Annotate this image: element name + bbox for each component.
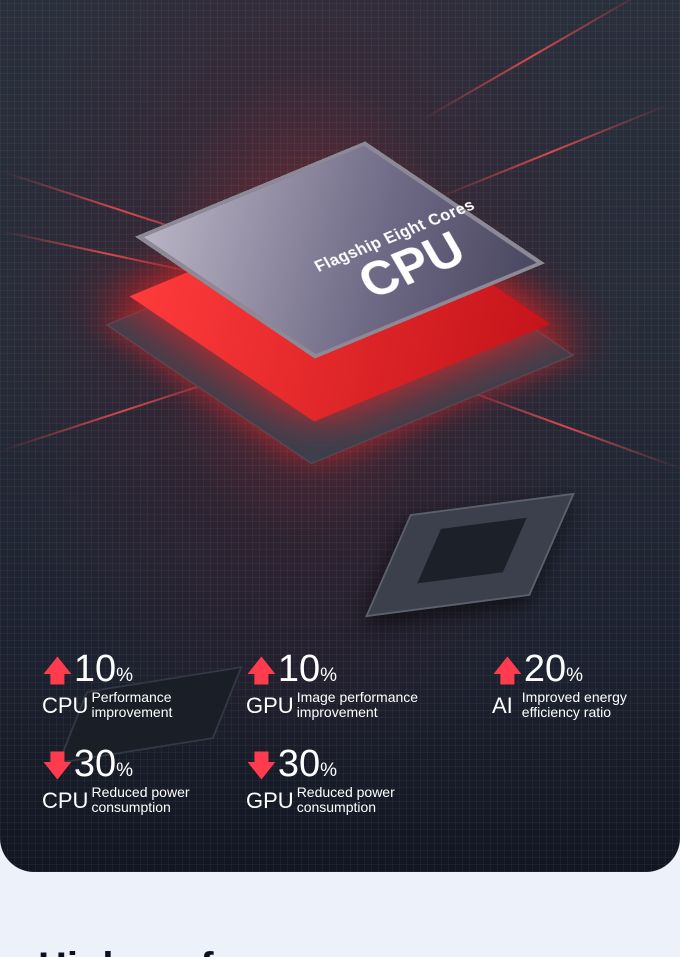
stat-label: Performance	[91, 689, 172, 705]
stat-label: efficiency ratio	[521, 704, 612, 720]
stat-value: 30	[73, 743, 117, 785]
stat-component: CPU	[42, 788, 89, 813]
stat-component: GPU	[246, 788, 294, 813]
stat-label: Reduced power	[296, 784, 395, 800]
stat-label: improvement	[91, 704, 173, 720]
stat-gpu-power: 🡇 30% GPU Reduced power consumption	[246, 745, 395, 815]
stat-value: 30	[277, 743, 321, 785]
stat-cpu-performance: 🡅 10% CPU Performance improvement	[42, 650, 172, 720]
stat-unit: %	[320, 665, 338, 686]
stat-component: GPU	[246, 693, 294, 718]
stat-ai-efficiency: 🡅 20% AI Improved energy efficiency ratio	[492, 650, 627, 720]
stat-unit: %	[116, 760, 134, 781]
arrow-down-icon: 🡇	[246, 750, 277, 783]
stat-unit: %	[320, 760, 338, 781]
stat-gpu-performance: 🡅 10% GPU Image performance improvement	[246, 650, 418, 720]
stat-label: consumption	[91, 799, 171, 815]
stat-component: AI	[492, 693, 513, 718]
arrow-up-icon: 🡅	[492, 655, 523, 688]
stat-value: 10	[73, 648, 117, 690]
arrow-down-icon: 🡇	[42, 750, 73, 783]
stat-unit: %	[566, 665, 584, 686]
stat-value: 20	[523, 648, 567, 690]
arrow-up-icon: 🡅	[42, 655, 73, 688]
stat-unit: %	[116, 665, 134, 686]
hero-banner: Flagship Eight Cores CPU 🡅 10% CPU Perform…	[0, 0, 680, 872]
stat-value: 10	[277, 648, 321, 690]
stat-cpu-power: 🡇 30% CPU Reduced power consumption	[42, 745, 190, 815]
stat-label: consumption	[296, 799, 377, 815]
stat-component: CPU	[42, 693, 89, 718]
section-headline: High performance	[38, 943, 380, 957]
stat-label: Improved energy	[521, 689, 627, 705]
stat-label: improvement	[296, 704, 378, 720]
arrow-up-icon: 🡅	[246, 655, 277, 688]
stat-label: Image performance	[296, 689, 419, 705]
stat-label: Reduced power	[91, 784, 190, 800]
